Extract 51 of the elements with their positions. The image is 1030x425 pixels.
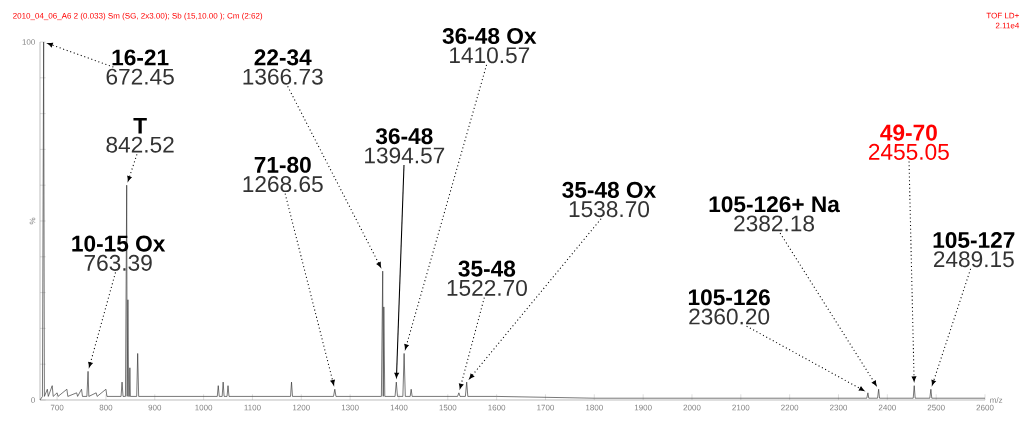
x-tick-label: 1000: [195, 404, 213, 411]
annotation: 2455.05: [869, 143, 949, 160]
annotation: 49-70: [880, 124, 937, 141]
x-axis-title: m/z: [990, 397, 1003, 403]
x-tick-label: 1100: [244, 404, 261, 411]
y-axis-title: %: [29, 217, 36, 225]
x-tick-label: 900: [148, 404, 162, 411]
annotation: 105-126: [688, 289, 770, 306]
annotation: 16-21: [112, 49, 169, 66]
x-tick-label: 700: [50, 404, 64, 411]
annotation: 1268.65: [243, 176, 323, 193]
annotation: 672.45: [106, 68, 174, 85]
annotation: 1410.57: [450, 47, 530, 64]
annotation: 35-48 Ox: [562, 181, 657, 198]
annotation: 36-48 Ox: [442, 27, 537, 44]
x-tick-label: 1900: [634, 404, 652, 411]
annotation: 2360.20: [689, 308, 770, 325]
x-tick-label: 2600: [976, 404, 994, 411]
annotation: 1394.57: [365, 147, 445, 164]
annotation: 71-80: [254, 156, 311, 173]
chart-title: 2010_04_06_A6 2 (0.033) Sm (SG, 2x3.00); Sb (15,10.00 ); Cm (2:62): [13, 12, 263, 21]
x-tick-label: 2300: [830, 404, 848, 411]
annotation: 22-34: [254, 49, 312, 66]
x-tick-label: 1500: [439, 404, 457, 411]
annotation: 1538.70: [569, 201, 650, 218]
x-tick-label: 1300: [341, 404, 359, 411]
text: TOF LD+: [986, 12, 1019, 19]
text: 2.11e4: [995, 22, 1020, 29]
x-tick-label: 1700: [537, 404, 555, 411]
annotation: 1366.73: [243, 68, 323, 85]
x-tick-label: 1200: [292, 404, 310, 411]
annotation: 36-48: [375, 128, 433, 145]
annotation: 105-127: [933, 231, 1015, 249]
x-tick-label: 1800: [586, 404, 603, 411]
annotation: 842.52: [106, 136, 174, 153]
x-tick-label: 1400: [390, 404, 408, 411]
annotation: 105-126+ Na: [709, 196, 840, 213]
x-tick-label: 2500: [927, 404, 945, 411]
x-tick-label: 2000: [683, 404, 701, 411]
x-tick-label: 2200: [781, 404, 799, 411]
x-tick-label: 1600: [488, 404, 506, 411]
y-tick-label: 0: [31, 397, 35, 403]
annotation: 35-48: [458, 260, 516, 277]
x-tick-label: 2100: [732, 404, 750, 411]
annotation: 2382.18: [734, 215, 815, 232]
x-tick-label: 800: [99, 404, 113, 411]
annotation: 1522.70: [447, 279, 527, 296]
y-tick-label: 100: [22, 39, 35, 45]
annotation: 2489.15: [933, 251, 1014, 268]
annotation: T: [133, 117, 147, 134]
x-tick-label: 2400: [878, 404, 896, 411]
